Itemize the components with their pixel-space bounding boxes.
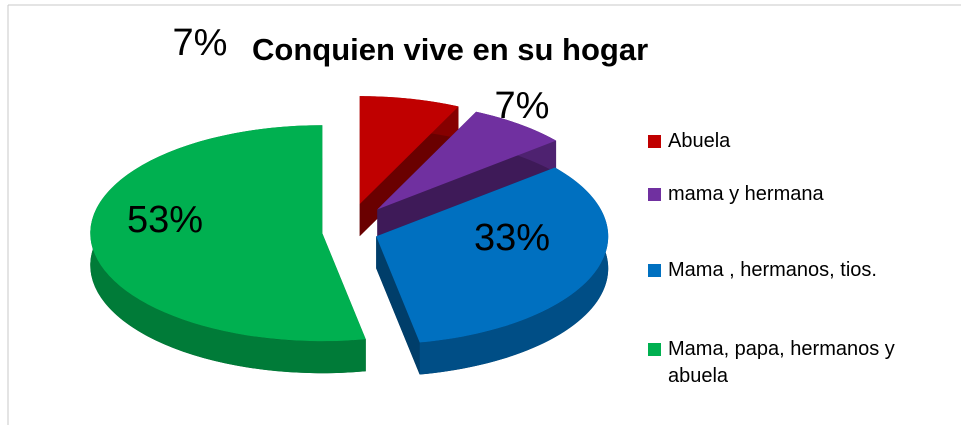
legend-swatch	[648, 135, 661, 148]
legend-label: Mama , hermanos, tios.	[668, 259, 877, 281]
data-label: 7%	[173, 22, 228, 64]
slice-cut	[377, 140, 557, 242]
slice	[377, 111, 557, 210]
slice	[376, 167, 609, 343]
legend-item: Abuela	[648, 128, 948, 155]
legend-item: mama y hermana	[648, 181, 948, 208]
data-label: 53%	[127, 199, 203, 241]
legend-swatch	[648, 343, 661, 356]
data-label: 33%	[474, 217, 550, 259]
slice	[359, 96, 459, 205]
legend: Abuela mama y hermana Mama , hermanos, tio…	[648, 128, 948, 390]
legend-item: Mama, papa, hermanos y abuela	[648, 336, 948, 390]
legend-item: Mama , hermanos, tios.	[648, 257, 948, 284]
legend-swatch	[648, 188, 661, 201]
legend-label: Mama, papa, hermanos y abuela	[668, 338, 895, 387]
slice-side	[419, 167, 609, 375]
slice-cut	[376, 236, 420, 375]
legend-label: Abuela	[668, 130, 731, 152]
data-label: 7%	[495, 85, 550, 127]
chart-title: Conquien vive en su hogar	[252, 32, 648, 67]
slice	[90, 125, 366, 342]
legend-swatch	[648, 264, 661, 277]
legend-label: mama y hermana	[668, 183, 824, 205]
